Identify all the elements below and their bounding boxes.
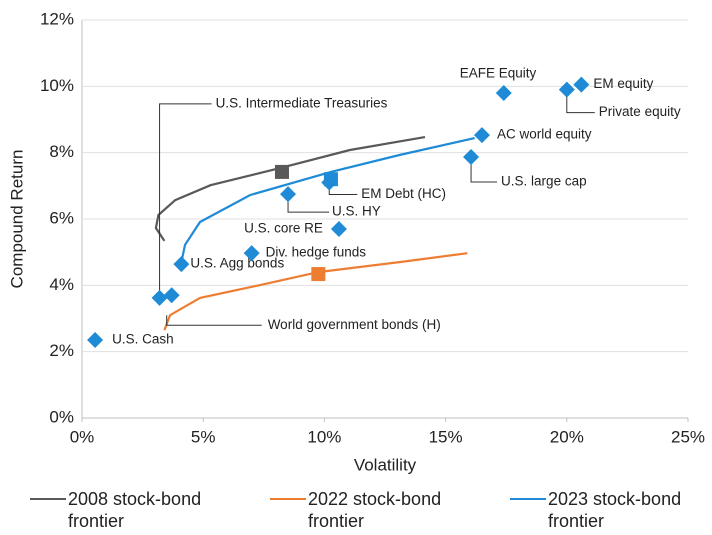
point-label: Div. hedge funds: [266, 245, 367, 260]
point-marker: [243, 245, 260, 262]
frontier-line: [180, 137, 475, 263]
point-marker: [173, 256, 190, 273]
point-label: U.S. HY: [332, 204, 381, 219]
legend-label: 2023 stock-bond frontier: [548, 489, 682, 531]
y-tick-label: 10%: [40, 76, 74, 95]
point-label: EM equity: [593, 76, 653, 91]
point-marker: [473, 127, 490, 144]
point-label: Private equity: [599, 104, 681, 119]
point-label: U.S. Cash: [112, 332, 174, 347]
point-label: EAFE Equity: [460, 66, 537, 81]
point-marker: [573, 76, 590, 93]
legend-label: 2022 stock-bond frontier: [308, 489, 442, 531]
legend-item: 2022 stock-bond frontier: [270, 488, 488, 532]
leader-line: [287, 194, 330, 213]
point-marker: [495, 84, 512, 101]
optimal-marker: [274, 164, 289, 179]
point-label: AC world equity: [497, 127, 592, 142]
point-marker: [330, 220, 347, 237]
legend-item: 2008 stock-bond frontier: [30, 488, 248, 532]
x-tick-label: 10%: [307, 427, 341, 446]
y-tick-label: 0%: [49, 407, 74, 426]
y-tick-label: 8%: [49, 142, 74, 161]
optimal-marker: [311, 267, 326, 282]
legend-swatch: [30, 498, 66, 500]
frontier-line: [154, 136, 426, 242]
legend-swatch: [510, 498, 546, 500]
point-label: U.S. core RE: [244, 221, 323, 236]
point-marker: [163, 287, 180, 304]
point-marker: [151, 289, 168, 306]
y-axis-label: Compound Return: [7, 150, 26, 289]
leader-line: [470, 156, 498, 183]
x-tick-label: 20%: [550, 427, 584, 446]
legend: 2008 stock-bond frontier 2022 stock-bond …: [0, 488, 712, 535]
legend-swatch: [270, 498, 306, 500]
y-tick-label: 12%: [40, 9, 74, 28]
leader-line: [166, 315, 262, 326]
chart: Volatility Compound Return 0% 2% 4% 6% 8% 10%…: [7, 9, 705, 474]
point-marker: [558, 81, 575, 98]
point-label: World government bonds (H): [268, 317, 441, 332]
optimal-marker: [323, 172, 338, 187]
point-label: U.S. large cap: [501, 174, 587, 189]
legend-label: 2008 stock-bond frontier: [68, 489, 202, 531]
point-marker: [87, 332, 104, 349]
y-tick-label: 6%: [49, 208, 74, 227]
point-label: EM Debt (HC): [361, 186, 446, 201]
leader-line: [159, 103, 212, 298]
point-marker: [280, 186, 297, 203]
point-marker: [463, 148, 480, 165]
y-tick-label: 2%: [49, 341, 74, 360]
y-tick-label: 4%: [49, 275, 74, 294]
point-label: U.S. Agg bonds: [190, 256, 284, 271]
frontier-line: [163, 252, 468, 331]
x-tick-label: 15%: [429, 427, 463, 446]
point-label: U.S. Intermediate Treasuries: [216, 95, 388, 110]
x-tick-label: 0%: [70, 427, 95, 446]
x-tick-label: 25%: [671, 427, 705, 446]
legend-item: 2023 stock-bond frontier: [510, 488, 712, 532]
x-tick-label: 5%: [191, 427, 216, 446]
x-axis-label: Volatility: [354, 455, 417, 474]
